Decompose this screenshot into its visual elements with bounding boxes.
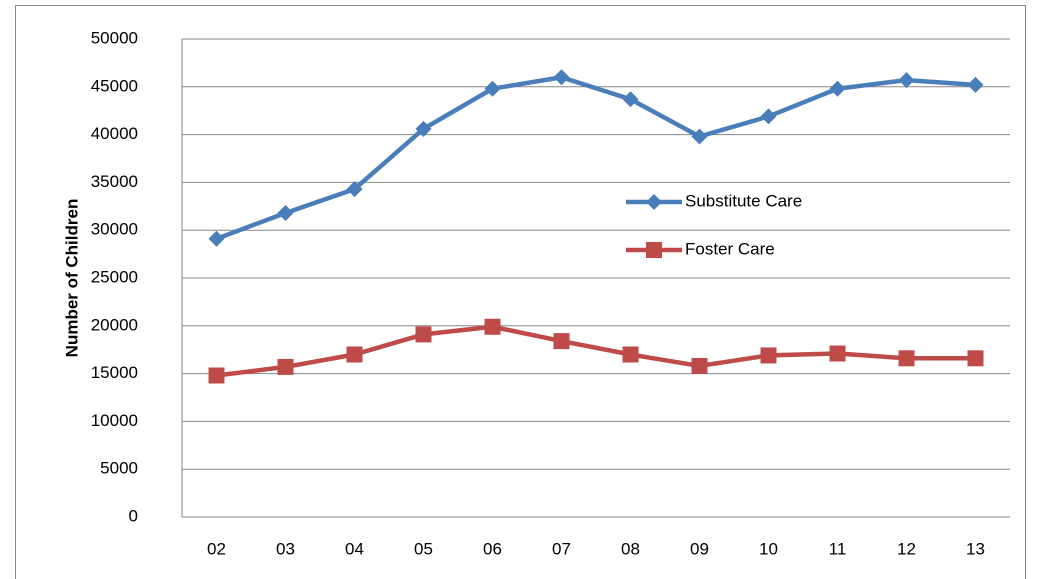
x-tick-label: 12 — [897, 539, 916, 558]
data-point — [622, 91, 639, 108]
y-tick-label: 50000 — [91, 28, 138, 47]
data-point — [484, 318, 501, 335]
data-point — [346, 181, 363, 198]
y-tick-label: 25000 — [91, 267, 138, 286]
x-tick-label: 07 — [552, 539, 571, 558]
data-point — [277, 204, 294, 221]
data-point — [829, 345, 846, 362]
y-tick-label: 30000 — [91, 220, 138, 239]
y-tick-label: 20000 — [91, 315, 138, 334]
legend-label: Foster Care — [685, 239, 775, 258]
data-point — [277, 358, 294, 375]
x-tick-label: 02 — [207, 539, 226, 558]
data-point — [691, 357, 708, 374]
y-axis-label: Number of Children — [62, 199, 81, 358]
data-point — [415, 326, 432, 343]
data-point — [553, 69, 570, 86]
x-tick-label: 03 — [276, 539, 295, 558]
data-point — [415, 120, 432, 137]
series-line — [216, 324, 976, 378]
y-tick-label: 5000 — [100, 459, 138, 478]
x-tick-label: 10 — [759, 539, 778, 558]
data-point — [346, 346, 363, 363]
data-point — [967, 76, 984, 93]
legend-marker — [646, 194, 662, 210]
series-line — [215, 74, 976, 241]
y-tick-label: 40000 — [91, 124, 138, 143]
y-tick-label: 15000 — [91, 363, 138, 382]
x-tick-label: 13 — [966, 539, 985, 558]
data-point — [898, 72, 915, 89]
legend-label: Substitute Care — [685, 191, 802, 210]
data-point — [622, 346, 639, 363]
data-point — [760, 347, 777, 364]
y-tick-label: 35000 — [91, 172, 138, 191]
data-point — [760, 108, 777, 125]
x-tick-label: 05 — [414, 539, 433, 558]
x-tick-label: 08 — [621, 539, 640, 558]
x-tick-label: 04 — [345, 539, 364, 558]
y-tick-label: 10000 — [91, 411, 138, 430]
data-point — [553, 333, 570, 350]
y-tick-label: 0 — [129, 506, 138, 525]
x-tick-label: 09 — [690, 539, 709, 558]
data-point — [967, 350, 984, 367]
legend-marker — [646, 242, 662, 258]
y-tick-label: 45000 — [91, 76, 138, 95]
data-point — [484, 80, 501, 97]
data-point — [898, 350, 915, 367]
data-point — [208, 230, 225, 247]
x-tick-label: 11 — [829, 539, 847, 558]
data-point — [829, 80, 846, 97]
data-point — [208, 367, 225, 384]
x-tick-label: 06 — [483, 539, 502, 558]
data-point — [691, 128, 708, 145]
chart-frame — [15, 5, 1026, 579]
